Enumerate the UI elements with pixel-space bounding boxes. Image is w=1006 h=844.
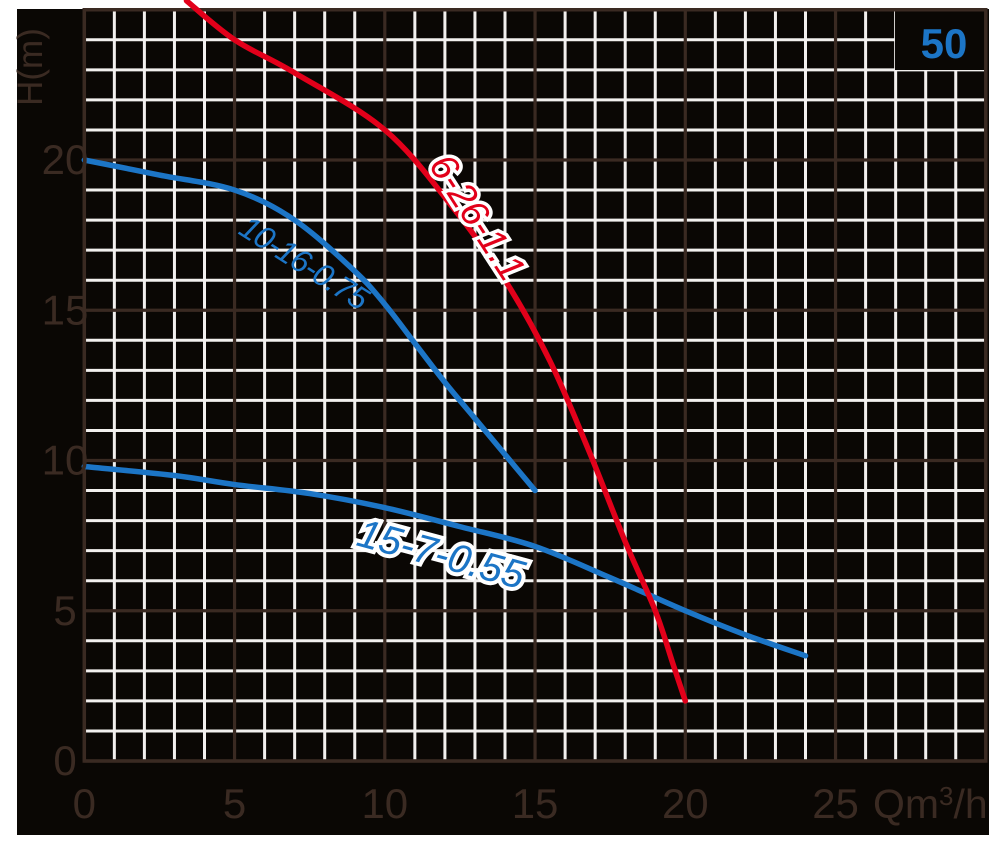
- svg-text:20: 20: [662, 780, 709, 827]
- svg-text:15: 15: [42, 286, 89, 333]
- svg-text:15: 15: [512, 780, 559, 827]
- svg-text:Qm3/h: Qm3/h: [873, 781, 988, 827]
- svg-text:0: 0: [53, 737, 76, 784]
- svg-text:20: 20: [42, 136, 89, 183]
- svg-text:0: 0: [73, 780, 96, 827]
- svg-text:25: 25: [812, 780, 859, 827]
- svg-text:50: 50: [921, 20, 968, 67]
- svg-text:10: 10: [42, 437, 89, 484]
- svg-text:5: 5: [223, 780, 246, 827]
- svg-text:10: 10: [361, 780, 408, 827]
- svg-text:H(m): H(m): [11, 28, 50, 106]
- svg-text:5: 5: [53, 587, 76, 634]
